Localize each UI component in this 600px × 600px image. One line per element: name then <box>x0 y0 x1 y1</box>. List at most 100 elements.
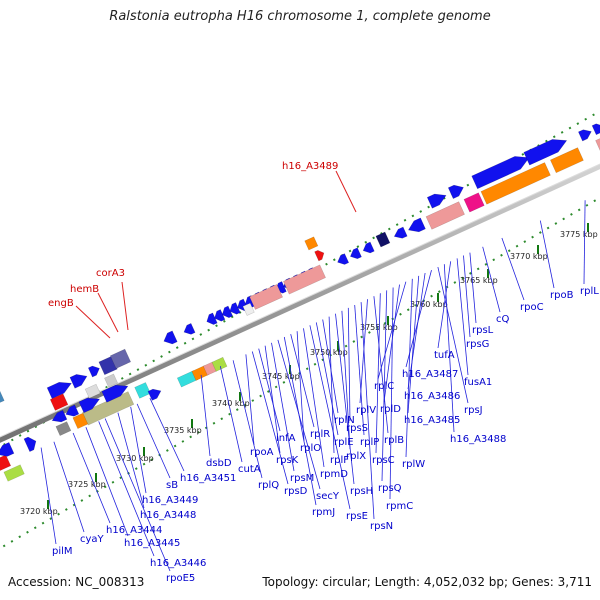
gene-arrow <box>408 217 426 233</box>
gene-arrow <box>314 250 325 262</box>
gene-arrow <box>426 193 447 209</box>
gene-features <box>0 123 600 482</box>
kbp-tick: 3745 kbp <box>262 365 300 381</box>
gene-label: rpsL <box>472 325 494 336</box>
gene-arrow <box>23 436 37 452</box>
gene-label: rplE <box>334 437 354 448</box>
kbp-tick: 3740 kbp <box>212 392 250 408</box>
gene-leader <box>283 336 317 506</box>
gene-arrow <box>221 305 234 318</box>
gene-label: tufA <box>434 350 455 361</box>
chromosome-backbone <box>0 163 600 443</box>
gene-leader <box>341 310 351 450</box>
rna-block <box>3 464 25 482</box>
gene-label: rpsE <box>346 511 368 522</box>
rna-block <box>375 231 391 248</box>
gene-label: rplC <box>374 381 394 392</box>
gene-label: rplO <box>300 443 321 454</box>
gene-leader <box>539 220 555 289</box>
gene-arrow <box>87 365 100 378</box>
gene-arrow <box>447 184 464 199</box>
label-hemB: hemB <box>70 284 99 295</box>
gene-label: rpoB <box>550 290 574 301</box>
gene-leader <box>296 331 305 442</box>
gene-label: rpsM <box>290 473 314 484</box>
kbp-tick: 3775 kbp <box>560 223 598 239</box>
gene-leader <box>437 267 469 404</box>
gene-arrow <box>229 302 241 315</box>
gene-label: pilM <box>52 546 73 557</box>
kbp-tick-label: 3770 kbp <box>510 252 548 261</box>
gene-leader <box>290 334 315 428</box>
gene-leader <box>373 296 389 434</box>
rna-block <box>0 389 5 407</box>
gene-label: h16_A3487 <box>402 369 458 380</box>
gene-leader <box>383 284 400 403</box>
gene-label: rpmC <box>386 501 413 512</box>
gene-label: h16_A3445 <box>124 538 180 549</box>
leader-hemB <box>97 292 119 333</box>
gene-leader <box>469 252 477 324</box>
gene-leader <box>53 441 85 533</box>
gene-label: rpsN <box>370 521 393 532</box>
accession-text: Accession: NC_008313 <box>8 575 145 589</box>
gene-label: h16_A3448 <box>140 510 196 521</box>
gene-leader <box>315 322 339 436</box>
gene-label: h16_A3446 <box>150 558 206 569</box>
gene-leader <box>377 281 407 380</box>
label-leader-lines <box>40 200 586 572</box>
kbp-tick-label: 3725 kbp <box>68 480 106 489</box>
gene-leader <box>40 447 57 545</box>
gene-arrow <box>69 374 88 389</box>
gene-leader <box>72 432 111 524</box>
gene-leader <box>456 258 469 376</box>
gene-leader <box>232 360 263 479</box>
gene-label: secY <box>316 491 340 502</box>
gene-label: rplX <box>346 451 366 462</box>
gene-label: cyaY <box>80 534 105 545</box>
topology-text: Topology: circular; Length: 4,052,032 bp… <box>262 575 592 589</box>
gene-leader <box>335 313 355 485</box>
leader-engB <box>75 305 111 339</box>
kbp-tick: 3730 kbp <box>116 447 154 463</box>
gene-leader <box>354 304 365 436</box>
gene-arrow <box>206 312 218 325</box>
gene-leader <box>149 397 185 472</box>
gene-leader <box>245 354 255 446</box>
gene-leader <box>200 374 211 457</box>
gene-leader <box>501 237 525 301</box>
rna-block <box>211 356 228 372</box>
gene-label: h16_A3486 <box>404 391 460 402</box>
rna-block <box>550 147 584 174</box>
rna-block <box>49 393 69 411</box>
gene-leader <box>359 299 368 404</box>
gene-leader <box>328 316 335 454</box>
gene-leader <box>264 345 281 454</box>
gene-arrow <box>471 156 530 190</box>
gene-label: fusA1 <box>464 377 492 388</box>
gene-arrow <box>147 388 162 401</box>
gene-arrow <box>523 139 568 166</box>
gene-leader <box>347 307 351 422</box>
gene-label: h16_A3488 <box>450 434 506 445</box>
gene-label: rplV <box>356 405 376 416</box>
kbp-tick: 3725 kbp <box>68 473 106 489</box>
gene-leader <box>117 412 145 509</box>
gene-label: rpsJ <box>464 405 483 416</box>
gene-arrow <box>78 397 101 414</box>
gene-label: infA <box>276 433 296 444</box>
gene-label: cQ <box>496 314 509 325</box>
kbp-tick: 3755 kbp <box>360 316 398 332</box>
gene-label: rplB <box>384 435 404 446</box>
gene-leader <box>303 328 325 468</box>
gene-arrow <box>214 309 226 322</box>
gene-label: rpsH <box>350 486 373 497</box>
gene-label: rpsG <box>466 339 489 350</box>
gene-leader <box>219 366 243 463</box>
gene-arrow <box>101 384 129 403</box>
gene-leader <box>482 246 501 313</box>
gene-label: sB <box>166 480 178 491</box>
gene-leader <box>251 351 289 485</box>
